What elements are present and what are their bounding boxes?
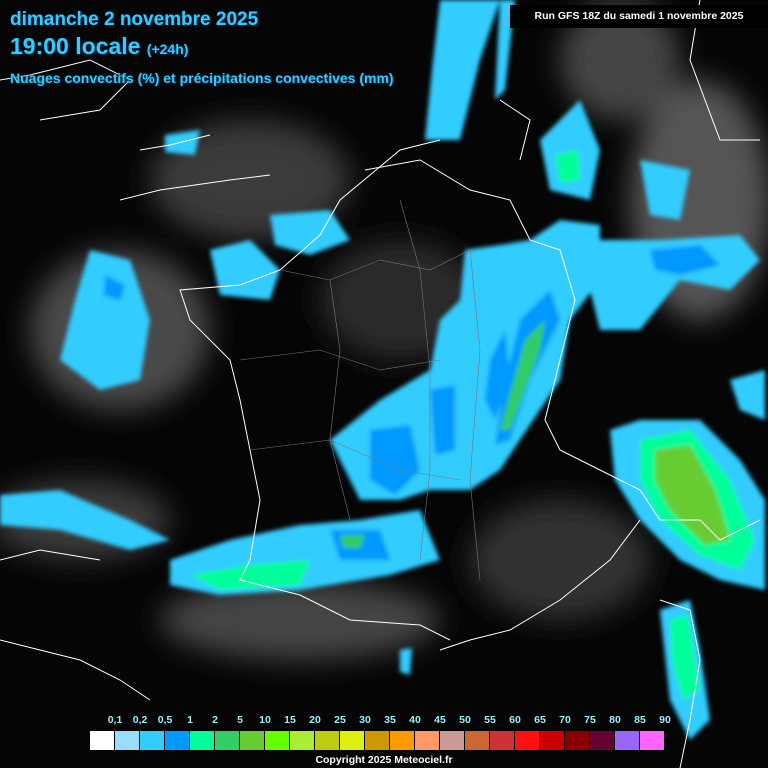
legend-swatch — [315, 731, 340, 750]
legend-label: 0,2 — [132, 714, 148, 726]
forecast-time: 19:00 locale (+24h) — [10, 33, 188, 60]
legend-label: 80 — [609, 714, 621, 726]
legend-label: 5 — [237, 714, 243, 726]
color-legend — [90, 731, 665, 750]
legend-label: 30 — [359, 714, 371, 726]
legend-swatch — [415, 731, 440, 750]
legend-swatch — [140, 731, 165, 750]
legend-swatch — [390, 731, 415, 750]
legend-swatch — [290, 731, 315, 750]
legend-label: 65 — [534, 714, 546, 726]
legend-swatch — [215, 731, 240, 750]
legend-label: 20 — [309, 714, 321, 726]
legend-swatch — [440, 731, 465, 750]
convective-clouds — [0, 0, 765, 740]
legend-swatch — [490, 731, 515, 750]
legend-label: 35 — [384, 714, 396, 726]
legend-label: 40 — [409, 714, 421, 726]
legend-label: 55 — [484, 714, 496, 726]
legend-swatch — [165, 731, 190, 750]
legend-label: 70 — [559, 714, 571, 726]
legend-label: 15 — [284, 714, 296, 726]
legend-swatch — [640, 731, 665, 750]
legend-swatch — [115, 731, 140, 750]
forecast-lead-time: (+24h) — [146, 41, 189, 57]
legend-swatch — [515, 731, 540, 750]
legend-label: 75 — [584, 714, 596, 726]
model-run-label: Run GFS 18Z du samedi 1 novembre 2025 — [510, 5, 768, 28]
legend-swatch — [590, 731, 615, 750]
legend-swatch — [565, 731, 590, 750]
region-boundaries — [239, 199, 481, 581]
legend-swatch — [340, 731, 365, 750]
legend-swatch — [365, 731, 390, 750]
legend-labels: 0,1 0,2 0,5 1 2 5 10 15 20 25 30 35 40 45 50 55 60 65 70 75… — [0, 714, 768, 728]
copyright: Copyright 2025 Meteociel.fr — [315, 754, 453, 766]
legend-label: 10 — [259, 714, 271, 726]
legend-swatch — [190, 731, 215, 750]
legend-label: 0,5 — [157, 714, 173, 726]
legend-swatch — [265, 731, 290, 750]
legend-swatch — [90, 731, 115, 750]
legend-label: 85 — [634, 714, 646, 726]
legend-swatch — [240, 731, 265, 750]
legend-label: 90 — [659, 714, 671, 726]
legend-label: 1 — [187, 714, 193, 726]
legend-label: 25 — [334, 714, 346, 726]
legend-swatch — [465, 731, 490, 750]
legend-label: 2 — [212, 714, 218, 726]
forecast-time-value: 19:00 locale — [10, 33, 141, 59]
legend-label: 45 — [434, 714, 446, 726]
forecast-date: dimanche 2 novembre 2025 — [10, 9, 259, 30]
legend-swatch — [540, 731, 565, 750]
legend-label: 60 — [509, 714, 521, 726]
legend-label: 0,1 — [107, 714, 123, 726]
parameter-title: Nuages convectifs (%) et précipitations … — [10, 70, 394, 86]
legend-label: 50 — [459, 714, 471, 726]
legend-swatch — [615, 731, 640, 750]
